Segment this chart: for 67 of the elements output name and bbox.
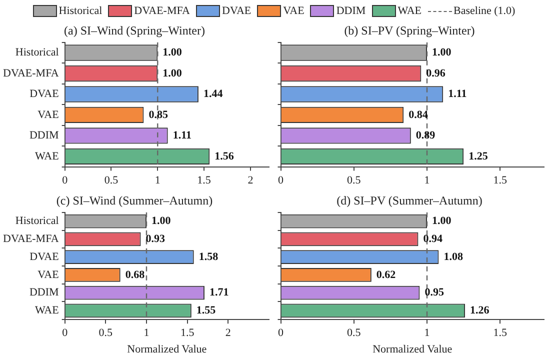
category-label: WAE [398,5,422,17]
data-label: 1.00 [432,46,452,59]
data-label: 0.93 [146,233,166,246]
y-tick-label: WAE [34,150,60,162]
x-axis-title: Normalized Value [127,343,207,356]
data-label: 0.68 [125,268,146,281]
y-tick-label: DDIM [29,286,60,299]
x-tick-label: 1 [424,327,430,340]
data-label: 0.96 [426,67,446,80]
x-tick-label: 0 [278,327,284,340]
data-label: 0.94 [423,233,443,246]
data-label: 1.00 [162,67,182,80]
chart-title: (d) SI–PV (Summer–Autumn) [336,193,482,208]
category-label: DVAE-MFA [134,5,190,17]
x-tick-label: 2 [225,327,231,340]
data-label: 0.95 [424,286,444,299]
x-tick-label: 1.5 [180,327,195,340]
data-label: 1.58 [198,250,219,263]
data-label: 1.44 [203,88,224,100]
y-tick-label: DVAE-MFA [2,233,59,246]
y-tick-label: DDIM [29,130,60,142]
x-tick-label: 2 [248,174,254,186]
data-label: 1.00 [151,215,172,228]
chart-title: (a) SI–Wind (Spring–Winter) [64,23,206,38]
data-label: 1.11 [172,130,192,142]
y-tick-label: DVAE [30,250,60,263]
data-label: 0.84 [408,108,428,121]
x-tick-label: 0.5 [98,327,114,340]
category-label: VAE [283,5,304,17]
data-label: 1.08 [444,250,464,263]
x-tick-label: 1 [424,174,430,186]
data-label: 0.89 [416,130,436,142]
y-tick-label: DVAE [30,88,60,100]
data-label: 0.62 [376,268,396,281]
x-tick-label: 1.5 [197,174,212,186]
x-tick-label: 0.5 [347,174,362,186]
y-tick-label: Historical [15,215,59,228]
data-label: 1.25 [468,150,488,162]
y-tick-label: WAE [34,304,60,317]
legend-label: Baseline (1.0) [454,5,516,17]
data-label: 1.56 [214,150,234,162]
x-tick-label: 1 [154,174,160,186]
x-tick-label: 1.5 [493,174,508,186]
data-label: 1.00 [432,215,452,228]
x-tick-label: 0.5 [104,174,119,186]
data-label: 1.71 [209,286,229,299]
x-tick-label: 1 [144,327,150,340]
x-tick-label: 0 [62,327,68,340]
y-tick-label: VAE [38,268,60,281]
data-label: 0.85 [148,108,168,121]
data-label: 1.00 [162,46,182,59]
category-label: DVAE [222,5,252,17]
x-tick-label: 0.5 [347,327,362,340]
x-axis-title: Normalized Value [372,343,452,356]
x-tick-label: 1.5 [493,327,508,340]
y-tick-label: Historical [15,46,59,59]
data-label: 1.26 [470,304,490,317]
y-tick-label: VAE [38,108,60,121]
category-label: Historical [58,5,102,17]
x-tick-label: 0 [62,174,68,186]
x-tick-label: 0 [278,174,284,186]
data-label: 1.55 [196,304,216,317]
chart-title: (b) SI–PV (Spring–Winter) [344,23,475,38]
chart-title: (c) SI–Wind (Summer–Autumn) [56,193,213,208]
data-label: 1.11 [448,88,467,100]
y-tick-label: DVAE-MFA [2,67,59,80]
category-label: DDIM [336,5,366,17]
